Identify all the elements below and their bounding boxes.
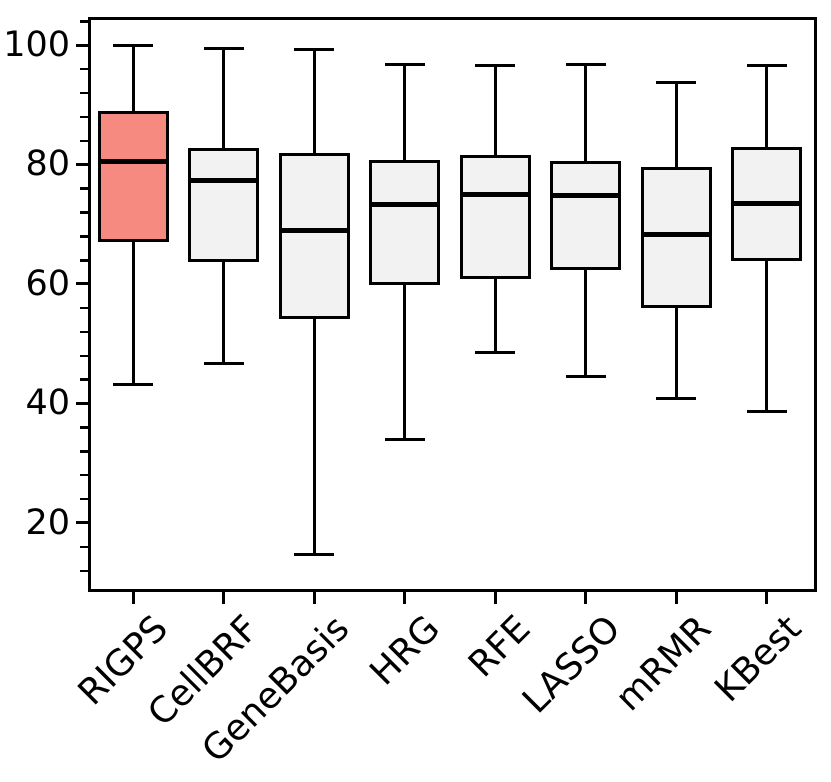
whisker-cap-lower [746,410,787,414]
y-axis-major-tick [76,521,88,525]
y-axis-major-tick [76,162,88,166]
median-line [97,158,169,164]
y-axis-minor-tick [80,211,88,214]
y-axis-minor-tick [80,306,88,310]
x-axis-tick [403,592,406,604]
y-axis-major-tick [76,282,88,286]
y-axis-minor-tick [80,378,88,381]
y-axis-minor-tick [80,354,88,358]
y-axis-tick-label: 60 [25,263,70,304]
box-cellbrf [188,148,259,263]
x-axis-tick-label: RFE [460,608,538,686]
x-axis-tick-label: KBest [707,608,810,711]
median-line [188,178,259,184]
box-genebasis [278,152,350,320]
x-axis-tick [222,592,225,604]
y-axis-minor-tick [80,115,88,119]
y-axis-minor-tick [80,187,88,190]
median-line [731,200,802,206]
whisker-cap-lower [203,361,244,365]
whisker-cap-lower [565,374,606,378]
box-hrg [369,160,440,286]
x-axis-tick-label: HRG [361,608,448,694]
x-axis-tick [765,592,768,604]
y-axis-minor-tick [80,473,88,477]
median-line [278,227,350,233]
whisker-cap-lower [113,382,153,386]
plot-frame [88,17,817,592]
x-axis-tick-label: mRMR [607,608,719,720]
whisker-cap-upper [746,63,787,67]
whisker-cap-upper [656,80,696,84]
x-axis-tick [131,592,135,604]
y-axis-minor-tick [80,20,88,23]
y-axis-tick-label: 80 [25,144,70,185]
y-axis-major-tick [76,401,88,405]
box-mrmr [640,166,712,308]
box-rigps [97,110,169,243]
y-axis-minor-tick [80,91,88,95]
whisker-cap-lower [475,351,515,355]
median-line [550,193,621,199]
y-axis-tick-label: 20 [25,502,70,543]
y-axis-minor-tick [80,497,88,501]
whisker-cap-lower [294,552,334,556]
y-axis-minor-tick [80,426,88,429]
box-rfe [459,154,531,280]
y-axis-minor-tick [80,235,88,238]
y-axis-minor-tick [80,569,88,572]
whisker-cap-lower [656,397,696,401]
median-line [459,191,531,197]
x-axis-tick [674,592,678,604]
x-axis-tick-label: LASSO [514,608,629,722]
x-axis-tick [493,592,497,604]
y-axis-minor-tick [80,139,88,143]
whisker-cap-upper [203,46,244,50]
whisker-cap-upper [475,64,515,68]
y-axis-tick-label: 40 [25,383,70,424]
y-axis-major-tick [76,43,88,47]
y-axis-minor-tick [80,330,88,334]
y-axis-minor-tick [80,450,88,453]
x-axis-tick [312,592,316,604]
whisker-cap-upper [113,43,153,47]
median-line [369,201,440,207]
box-lasso [550,161,621,270]
x-axis-tick [584,592,587,604]
y-axis-minor-tick [80,545,88,549]
y-axis-minor-tick [80,67,88,71]
whisker-cap-upper [294,48,334,52]
y-axis-minor-tick [80,259,88,262]
whisker-cap-upper [565,62,606,66]
whisker-cap-lower [384,437,425,441]
whisker-cap-upper [384,62,425,66]
median-line [640,231,712,237]
y-axis-tick-label: 100 [3,25,70,66]
